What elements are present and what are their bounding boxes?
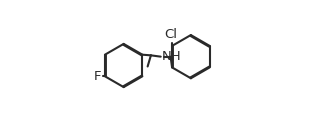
Text: F: F <box>94 70 102 83</box>
Text: NH: NH <box>161 50 181 62</box>
Text: Cl: Cl <box>164 28 177 41</box>
